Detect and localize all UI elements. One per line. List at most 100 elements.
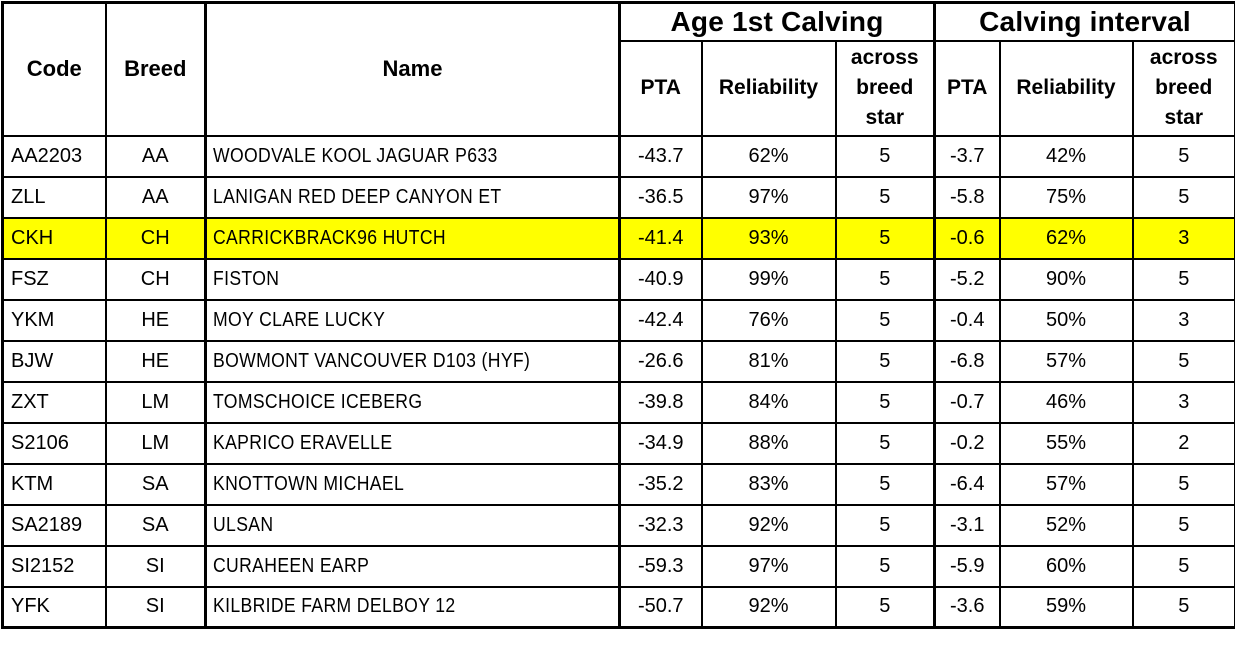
name-text: FISTON xyxy=(213,268,279,291)
breed-cell: CH xyxy=(106,218,206,259)
ci-pta-cell: -0.7 xyxy=(935,382,1000,423)
afc-pta-cell: -34.9 xyxy=(620,423,702,464)
name-cell: CURAHEEN EARP xyxy=(206,546,620,587)
name-cell: LANIGAN RED DEEP CANYON ET xyxy=(206,177,620,218)
ci-pta-cell: -3.1 xyxy=(935,505,1000,546)
afc-pta-cell: -43.7 xyxy=(620,136,702,177)
column-header-ci-across-breed-star: across breed star xyxy=(1133,41,1235,136)
afc-pta-cell: -50.7 xyxy=(620,587,702,628)
ci-reliability-cell: 55% xyxy=(1000,423,1133,464)
code-cell: ZLL xyxy=(3,177,106,218)
code-cell: FSZ xyxy=(3,259,106,300)
code-cell: SI2152 xyxy=(3,546,106,587)
name-text: MOY CLARE LUCKY xyxy=(213,309,385,332)
breed-cell: SA xyxy=(106,505,206,546)
name-text: CURAHEEN EARP xyxy=(213,555,369,578)
ci-reliability-cell: 57% xyxy=(1000,341,1133,382)
table-header: Code Breed Name Age 1st Calving Calving … xyxy=(3,3,1235,136)
afc-across-breed-star-cell: 5 xyxy=(836,464,935,505)
afc-reliability-cell: 99% xyxy=(702,259,836,300)
code-cell: KTM xyxy=(3,464,106,505)
ci-across-breed-star-cell: 3 xyxy=(1133,382,1235,423)
code-cell: S2106 xyxy=(3,423,106,464)
ci-across-breed-star-cell: 5 xyxy=(1133,341,1235,382)
breed-cell: LM xyxy=(106,382,206,423)
afc-across-breed-star-cell: 5 xyxy=(836,136,935,177)
afc-across-breed-star-cell: 5 xyxy=(836,382,935,423)
name-cell: ULSAN xyxy=(206,505,620,546)
code-cell: YKM xyxy=(3,300,106,341)
afc-reliability-cell: 62% xyxy=(702,136,836,177)
afc-pta-cell: -35.2 xyxy=(620,464,702,505)
ci-reliability-cell: 50% xyxy=(1000,300,1133,341)
afc-reliability-cell: 92% xyxy=(702,587,836,628)
name-text: WOODVALE KOOL JAGUAR P633 xyxy=(213,145,498,168)
breed-cell: AA xyxy=(106,136,206,177)
afc-pta-cell: -26.6 xyxy=(620,341,702,382)
ci-reliability-cell: 46% xyxy=(1000,382,1133,423)
ci-pta-cell: -5.2 xyxy=(935,259,1000,300)
afc-pta-cell: -59.3 xyxy=(620,546,702,587)
sire-evaluation-table: Code Breed Name Age 1st Calving Calving … xyxy=(1,1,1235,629)
afc-reliability-cell: 93% xyxy=(702,218,836,259)
afc-reliability-cell: 88% xyxy=(702,423,836,464)
afc-pta-cell: -41.4 xyxy=(620,218,702,259)
breed-cell: CH xyxy=(106,259,206,300)
afc-reliability-cell: 92% xyxy=(702,505,836,546)
ci-reliability-cell: 62% xyxy=(1000,218,1133,259)
ci-across-breed-star-cell: 5 xyxy=(1133,136,1235,177)
ci-reliability-cell: 42% xyxy=(1000,136,1133,177)
group-header-calving-interval: Calving interval xyxy=(935,3,1235,41)
breed-cell: HE xyxy=(106,300,206,341)
ci-pta-cell: -3.7 xyxy=(935,136,1000,177)
breed-cell: AA xyxy=(106,177,206,218)
ci-across-breed-star-cell: 5 xyxy=(1133,505,1235,546)
name-text: KAPRICO ERAVELLE xyxy=(213,432,392,455)
ci-reliability-cell: 75% xyxy=(1000,177,1133,218)
afc-across-breed-star-cell: 5 xyxy=(836,341,935,382)
name-text: TOMSCHOICE ICEBERG xyxy=(213,391,422,414)
ci-pta-cell: -0.2 xyxy=(935,423,1000,464)
breed-cell: LM xyxy=(106,423,206,464)
afc-reliability-cell: 81% xyxy=(702,341,836,382)
name-text: CARRICKBRACK96 HUTCH xyxy=(213,227,446,250)
ci-across-breed-star-cell: 5 xyxy=(1133,464,1235,505)
name-text: KNOTTOWN MICHAEL xyxy=(213,473,404,496)
ci-pta-cell: -6.4 xyxy=(935,464,1000,505)
breed-cell: HE xyxy=(106,341,206,382)
afc-across-breed-star-cell: 5 xyxy=(836,587,935,628)
name-cell: FISTON xyxy=(206,259,620,300)
afc-reliability-cell: 76% xyxy=(702,300,836,341)
afc-pta-cell: -42.4 xyxy=(620,300,702,341)
afc-pta-cell: -36.5 xyxy=(620,177,702,218)
breed-cell: SA xyxy=(106,464,206,505)
ci-reliability-cell: 90% xyxy=(1000,259,1133,300)
afc-pta-cell: -40.9 xyxy=(620,259,702,300)
afc-across-breed-star-cell: 5 xyxy=(836,259,935,300)
ci-reliability-cell: 60% xyxy=(1000,546,1133,587)
ci-across-breed-star-cell: 5 xyxy=(1133,587,1235,628)
column-header-ci-pta: PTA xyxy=(935,41,1000,136)
ci-reliability-cell: 57% xyxy=(1000,464,1133,505)
column-header-ci-reliability: Reliability xyxy=(1000,41,1133,136)
breed-cell: SI xyxy=(106,587,206,628)
afc-across-breed-star-cell: 5 xyxy=(836,423,935,464)
afc-reliability-cell: 84% xyxy=(702,382,836,423)
group-header-row: Code Breed Name Age 1st Calving Calving … xyxy=(3,3,1235,41)
name-cell: KNOTTOWN MICHAEL xyxy=(206,464,620,505)
ci-pta-cell: -0.4 xyxy=(935,300,1000,341)
column-header-code: Code xyxy=(3,3,106,136)
afc-across-breed-star-cell: 5 xyxy=(836,177,935,218)
code-cell: CKH xyxy=(3,218,106,259)
ci-across-breed-star-cell: 5 xyxy=(1133,546,1235,587)
